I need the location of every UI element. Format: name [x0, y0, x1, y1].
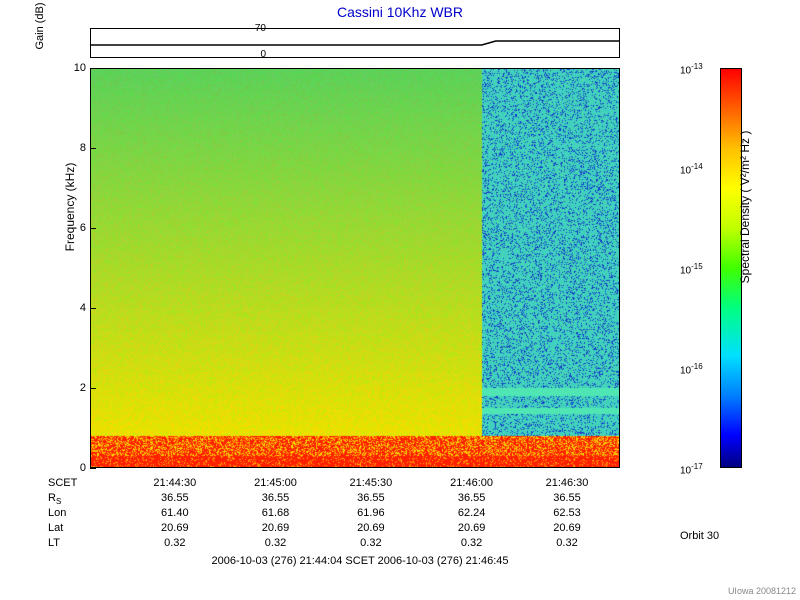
colorbar-tick: 10-15: [680, 262, 703, 276]
gain-ylabel: Gain (dB): [34, 0, 46, 56]
row-val: 0.32: [246, 537, 306, 549]
row-val: 61.68: [246, 507, 306, 519]
orbit-label: Orbit 30: [680, 530, 719, 542]
colorbar-ylabel: Spectral Density ( V²/m² Hz ): [738, 92, 752, 322]
row-val: 21:45:00: [246, 477, 306, 489]
row-label-lt: LT: [48, 537, 88, 549]
row-val: 61.96: [341, 507, 401, 519]
row-val: 20.69: [442, 522, 502, 534]
gain-plot: [90, 28, 620, 58]
freq-ylabel: Frequency (kHz): [63, 152, 77, 262]
row-val: 36.55: [246, 492, 306, 504]
row-label-lon: Lon: [48, 507, 88, 519]
freq-tick: 8: [70, 142, 86, 154]
colorbar-tick: 10-13: [680, 62, 703, 76]
row-val: 36.55: [341, 492, 401, 504]
footer-time-range: 2006-10-03 (276) 21:44:04 SCET 2006-10-0…: [100, 555, 620, 567]
row-label-r_s: RS: [48, 492, 88, 506]
row-val: 0.32: [442, 537, 502, 549]
row-val: 21:45:30: [341, 477, 401, 489]
freq-tick: 4: [70, 302, 86, 314]
row-val: 21:46:00: [442, 477, 502, 489]
colorbar-tick: 10-16: [680, 362, 703, 376]
colorbar-tick: 10-17: [680, 462, 703, 476]
row-val: 36.55: [145, 492, 205, 504]
row-val: 36.55: [442, 492, 502, 504]
row-val: 62.53: [537, 507, 597, 519]
freq-tick: 0: [70, 462, 86, 474]
row-val: 62.24: [442, 507, 502, 519]
row-val: 20.69: [145, 522, 205, 534]
row-val: 0.32: [341, 537, 401, 549]
row-val: 36.55: [537, 492, 597, 504]
corner-credit: UIowa 20081212: [728, 586, 796, 596]
row-label-lat: Lat: [48, 522, 88, 534]
row-val: 61.40: [145, 507, 205, 519]
spectrogram: [90, 68, 620, 468]
chart-title: Cassini 10Khz WBR: [0, 4, 800, 20]
freq-tick: 10: [70, 62, 86, 74]
row-val: 21:46:30: [537, 477, 597, 489]
row-val: 21:44:30: [145, 477, 205, 489]
row-val: 20.69: [341, 522, 401, 534]
row-val: 0.32: [537, 537, 597, 549]
freq-tick: 2: [70, 382, 86, 394]
freq-tick: 6: [70, 222, 86, 234]
row-val: 20.69: [537, 522, 597, 534]
colorbar-tick: 10-14: [680, 162, 703, 176]
row-val: 20.69: [246, 522, 306, 534]
row-label-scet: SCET: [48, 477, 88, 489]
row-val: 0.32: [145, 537, 205, 549]
